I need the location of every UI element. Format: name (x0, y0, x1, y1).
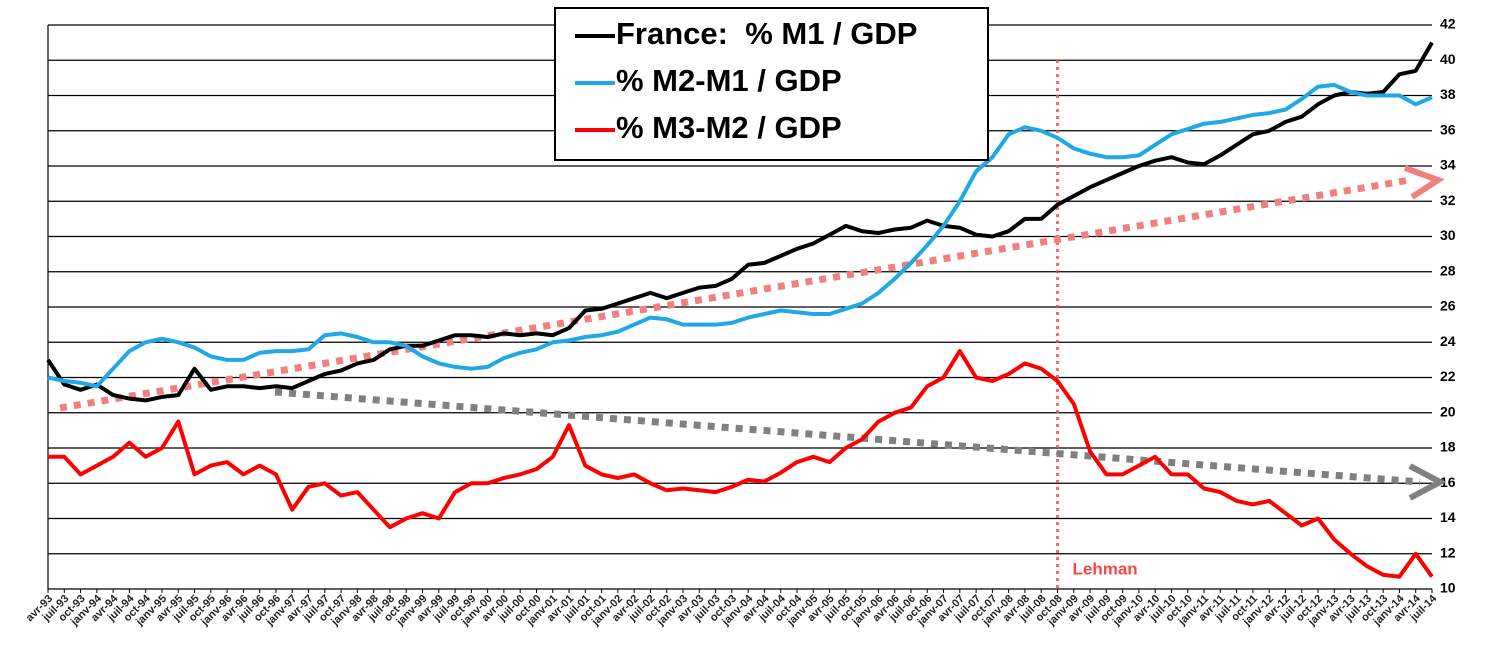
y-tick-label: 38 (1440, 86, 1456, 102)
y-tick-label: 36 (1440, 121, 1456, 137)
y-tick-label: 22 (1440, 368, 1456, 384)
y-tick-label: 30 (1440, 227, 1456, 243)
y-tick-label: 16 (1440, 474, 1456, 490)
trend-arrow (59, 176, 1411, 412)
y-tick-label: 40 (1440, 51, 1456, 67)
y-tick-label: 20 (1440, 403, 1456, 419)
series-line (48, 349, 1434, 579)
trend-arrow (274, 388, 1421, 486)
legend-label: % M3-M2 / GDP (616, 110, 842, 145)
trend-arrow-head (1403, 165, 1445, 200)
y-tick-label: 32 (1440, 192, 1456, 208)
y-tick-label: 34 (1440, 157, 1456, 173)
y-tick-label: 42 (1440, 16, 1456, 32)
y-tick-label: 10 (1440, 580, 1456, 596)
series-line (46, 41, 1434, 403)
y-tick-label: 18 (1440, 439, 1456, 455)
y-tick-label: 26 (1440, 298, 1456, 314)
series-line (47, 82, 1433, 389)
legend-label: % M2-M1 / GDP (616, 63, 842, 98)
annotation-label: Lehman (1073, 559, 1138, 578)
y-tick-label: 28 (1440, 262, 1456, 278)
y-tick-label: 14 (1440, 509, 1456, 525)
y-tick-label: 12 (1440, 544, 1456, 560)
legend-label: France: % M1 / GDP (616, 16, 917, 51)
legend-box (554, 7, 989, 161)
trend-arrow-head (1408, 463, 1447, 501)
y-tick-label: 24 (1440, 333, 1456, 349)
